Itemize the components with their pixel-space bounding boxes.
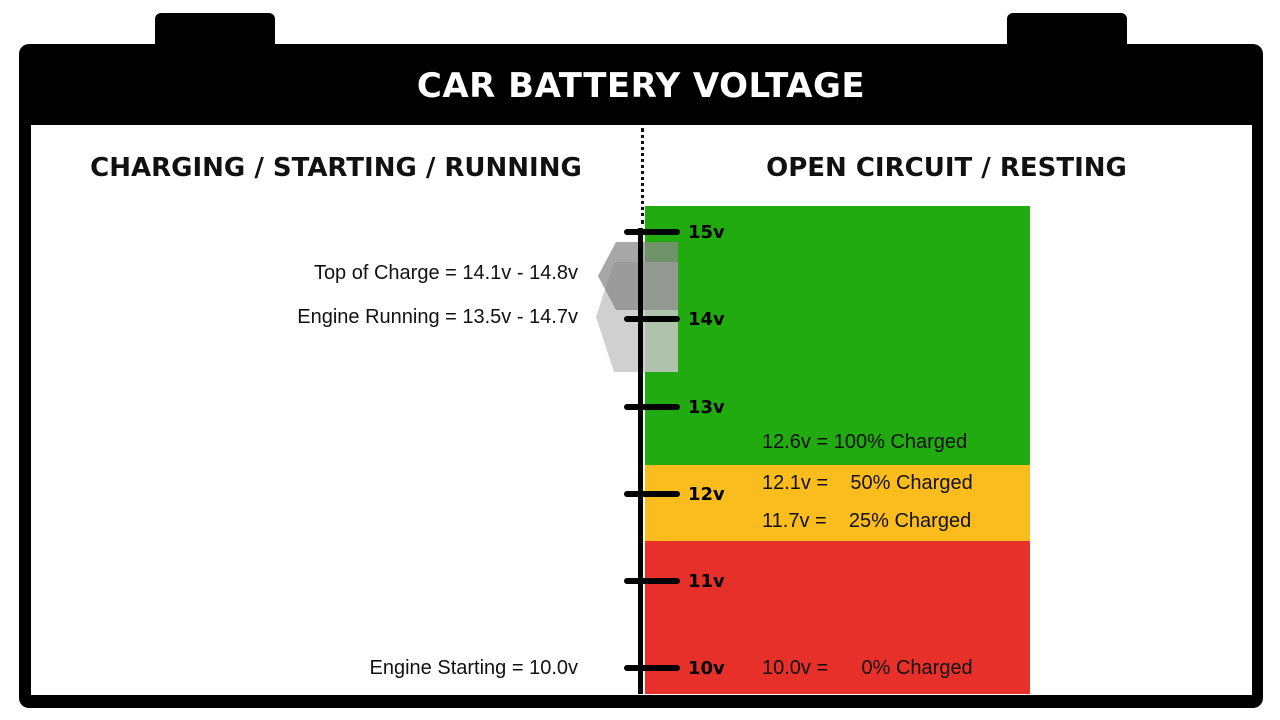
tick-label-14v: 14v (688, 309, 725, 330)
voltage-range-brackets (596, 242, 678, 372)
tick-label-15v: 15v (688, 222, 725, 243)
tick-label-13v: 13v (688, 397, 725, 418)
tick-label-12v: 12v (688, 484, 725, 505)
tick-label-10v: 10v (688, 658, 725, 679)
charge-level-0: 10.0v = 0% Charged (762, 657, 973, 679)
charge-level-25: 11.7v = 25% Charged (762, 510, 972, 532)
engine-running-label: Engine Running = 13.5v - 14.7v (297, 306, 578, 328)
tick-12v (624, 491, 680, 497)
tick-11v (624, 578, 680, 584)
page-title: CAR BATTERY VOLTAGE (416, 66, 866, 106)
tick-label-11v: 11v (688, 571, 725, 592)
tick-15v (624, 229, 680, 235)
partial-charge-zone (645, 465, 1030, 541)
full-charge-zone (645, 206, 1030, 465)
dotted-divider (641, 128, 644, 224)
tick-13v (624, 404, 680, 410)
voltage-axis (638, 228, 643, 694)
low-charge-zone (645, 541, 1030, 694)
resting-heading: OPEN CIRCUIT / RESTING (766, 153, 1127, 183)
charge-level-100: 12.6v = 100% Charged (762, 431, 968, 453)
tick-10v (624, 665, 680, 671)
top-of-charge-label: Top of Charge = 14.1v - 14.8v (313, 262, 578, 284)
engine-starting-label: Engine Starting = 10.0v (369, 657, 578, 679)
charging-heading: CHARGING / STARTING / RUNNING (90, 153, 582, 183)
tick-14v (624, 316, 680, 322)
charge-level-50: 12.1v = 50% Charged (762, 472, 973, 494)
